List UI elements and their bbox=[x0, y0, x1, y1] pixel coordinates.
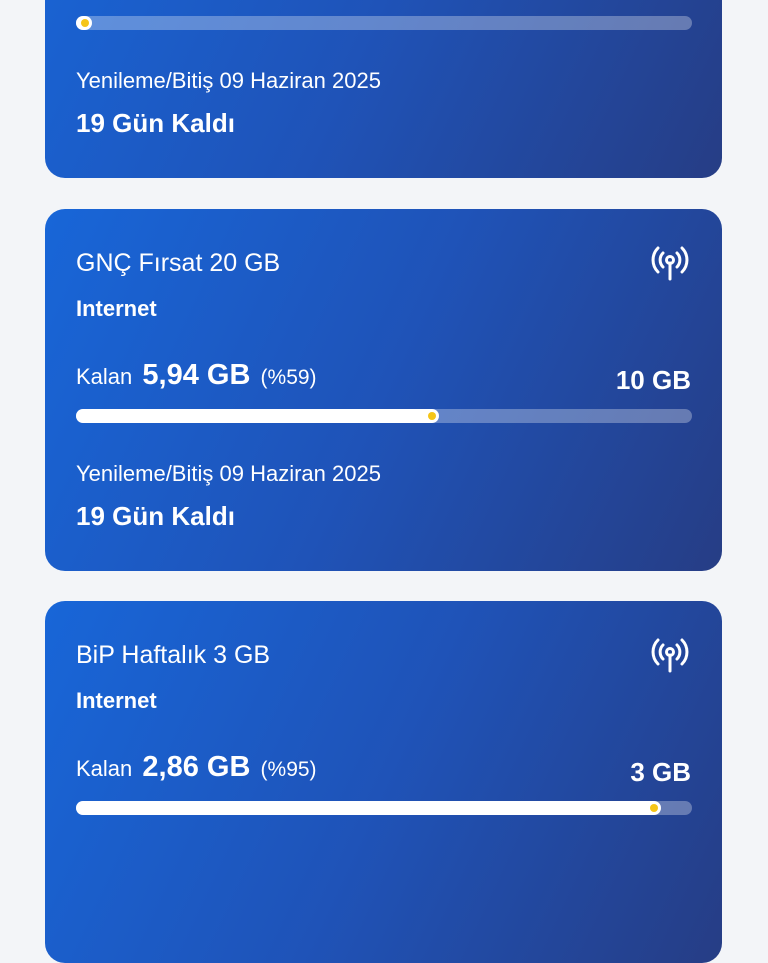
package-title: GNÇ Fırsat 20 GB bbox=[76, 249, 281, 277]
remaining-percent: (%95) bbox=[260, 758, 317, 781]
total-amount: 3 GB bbox=[630, 757, 691, 787]
progress-dot bbox=[81, 19, 89, 27]
antenna-signal-icon bbox=[651, 246, 689, 281]
package-card[interactable]: BiP Haftalık 3 GB Internet Kalan 2,86 GB… bbox=[45, 601, 722, 963]
days-left: 19 Gün Kaldı bbox=[76, 108, 235, 138]
usage-progress-bar bbox=[76, 16, 692, 30]
package-card[interactable]: Yenileme/Bitiş 09 Haziran 2025 19 Gün Ka… bbox=[45, 0, 722, 178]
progress-fill bbox=[76, 409, 440, 423]
usage-progress-bar bbox=[76, 409, 692, 423]
package-type: Internet bbox=[76, 688, 157, 713]
package-card[interactable]: GNÇ Fırsat 20 GB Internet Kalan 5,94 GB … bbox=[45, 209, 722, 571]
progress-fill bbox=[76, 801, 662, 815]
antenna-signal-icon bbox=[651, 638, 689, 673]
progress-fill bbox=[76, 16, 92, 30]
remaining-label: Kalan bbox=[76, 756, 133, 781]
total-amount: 10 GB bbox=[615, 365, 691, 395]
renewal-date: Yenileme/Bitiş 09 Haziran 2025 bbox=[76, 461, 381, 486]
days-left: 19 Gün Kaldı bbox=[76, 501, 235, 531]
remaining-percent: (%59) bbox=[260, 366, 317, 389]
remaining-label: Kalan bbox=[76, 364, 133, 389]
usage-progress-bar bbox=[76, 801, 692, 815]
remaining-amount: 2,86 GB bbox=[142, 751, 251, 783]
package-title: BiP Haftalık 3 GB bbox=[76, 641, 271, 669]
remaining-amount: 5,94 GB bbox=[142, 359, 251, 391]
renewal-date: Yenileme/Bitiş 09 Haziran 2025 bbox=[76, 68, 381, 93]
progress-dot bbox=[650, 804, 659, 812]
remaining-row: Kalan 5,94 GB (%59) bbox=[76, 359, 317, 392]
package-type: Internet bbox=[76, 296, 157, 321]
progress-dot bbox=[428, 412, 437, 420]
